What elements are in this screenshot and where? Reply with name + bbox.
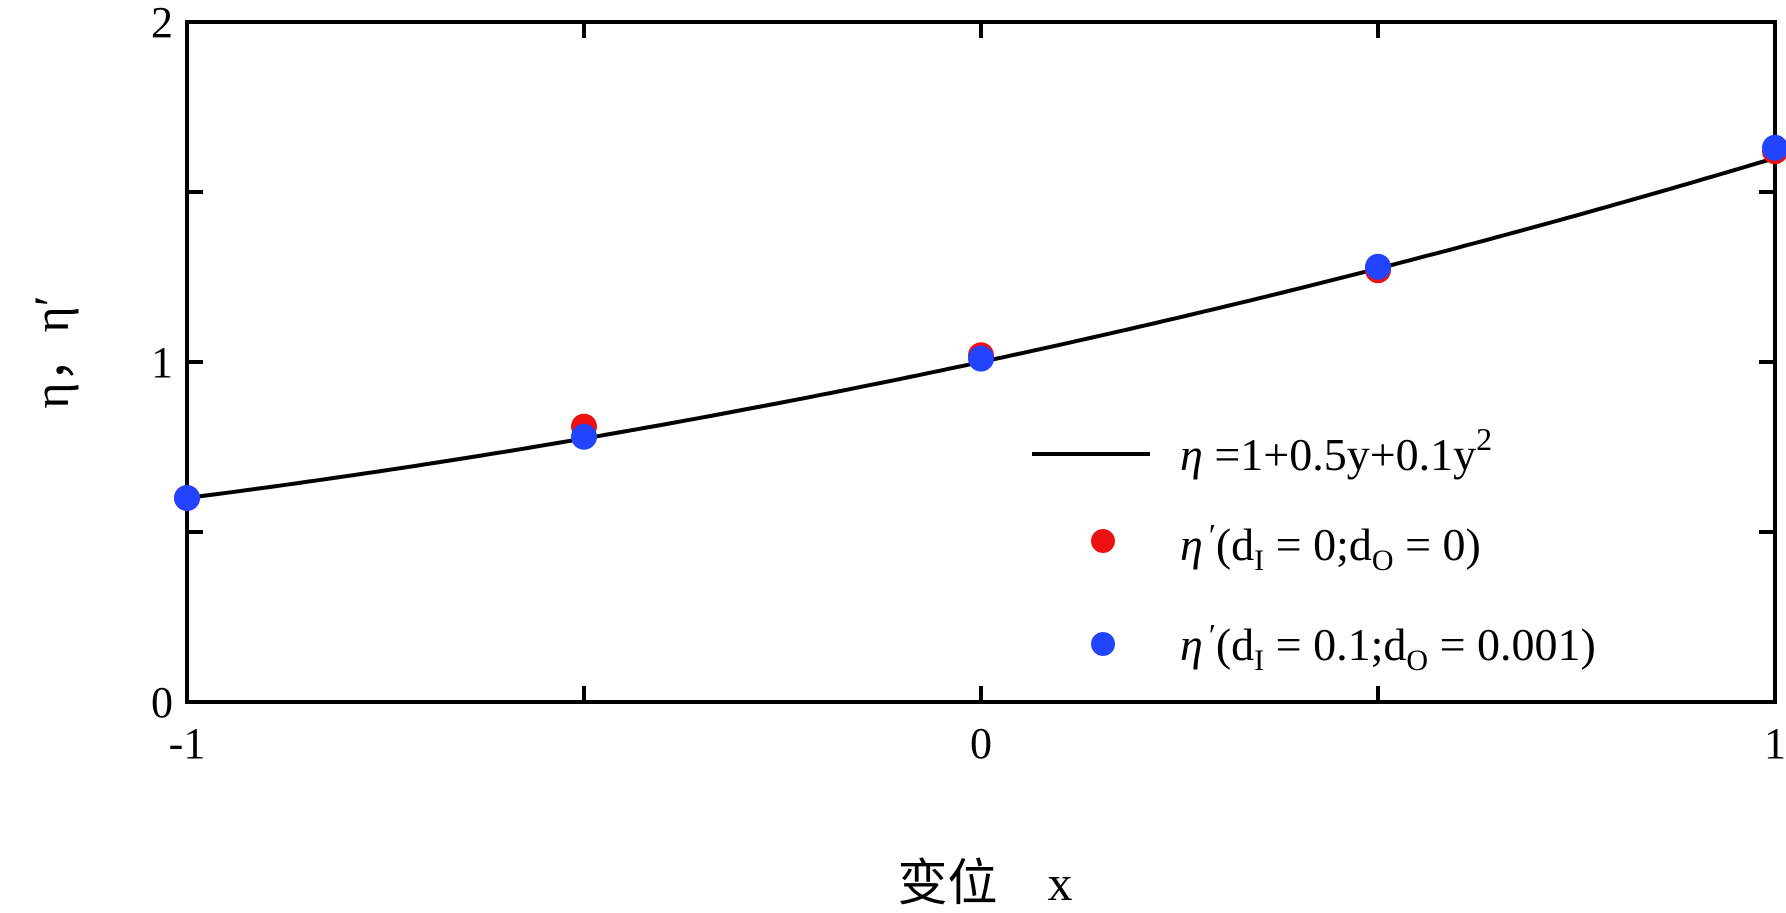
legend-entry-2-p2: = 0;d [1264,519,1372,570]
legend-entry-3: η ′(dI = 0.1;dO = 0.001) [1180,617,1596,677]
legend-entry-2-prime: ′ [1209,517,1216,553]
series-2-point [1762,134,1786,161]
legend-entry-3-p2: = 0.1;d [1264,619,1406,670]
series-2-point [968,345,994,372]
x-tick-label: 0 [970,719,992,768]
legend-entry-1-eta: η [1180,429,1203,480]
y-tick-label: 1 [151,338,173,387]
legend-entry-3-p1: (d [1216,619,1254,670]
y-tick-label: 2 [151,0,173,47]
legend-entry-3-eta: η [1180,619,1203,670]
series-2-point [571,423,597,450]
x-tick-label: -1 [169,719,206,768]
legend-entry-2-eta: η [1180,519,1203,570]
legend-red-marker [1091,529,1115,553]
ticks [185,20,1777,704]
y-axis-title: η，η′ [23,295,79,408]
series-2-point [1365,253,1391,280]
legend-blue-marker [1091,632,1115,656]
legend-entry-3-s2: O [1406,644,1428,677]
legend-entry-3-s1: I [1254,644,1264,677]
legend-entry-2-p1: (d [1216,519,1254,570]
series [174,134,1786,511]
legend-entry-1-text: =1+0.5y+0.1y [1203,429,1476,480]
legend: η =1+0.5y+0.1y2 η ′(dI = 0;dO = 0) η ′(dI … [1032,421,1596,677]
x-axis-title: 变位 x [898,855,1073,911]
legend-entry-1: η =1+0.5y+0.1y2 [1180,421,1492,480]
legend-entry-2: η ′(dI = 0;dO = 0) [1180,517,1481,577]
y-tick-label: 0 [151,678,173,727]
legend-entry-3-prime: ′ [1209,617,1216,653]
x-tick-label: 1 [1764,719,1786,768]
legend-entry-2-s2: O [1372,544,1394,577]
series-line-eta [186,156,1776,500]
legend-entry-3-p3: = 0.001) [1428,619,1596,670]
legend-entry-2-s1: I [1254,544,1264,577]
legend-entry-1-sup: 2 [1476,421,1492,457]
legend-entry-2-p3: = 0) [1394,519,1481,570]
series-2-point [174,485,200,511]
